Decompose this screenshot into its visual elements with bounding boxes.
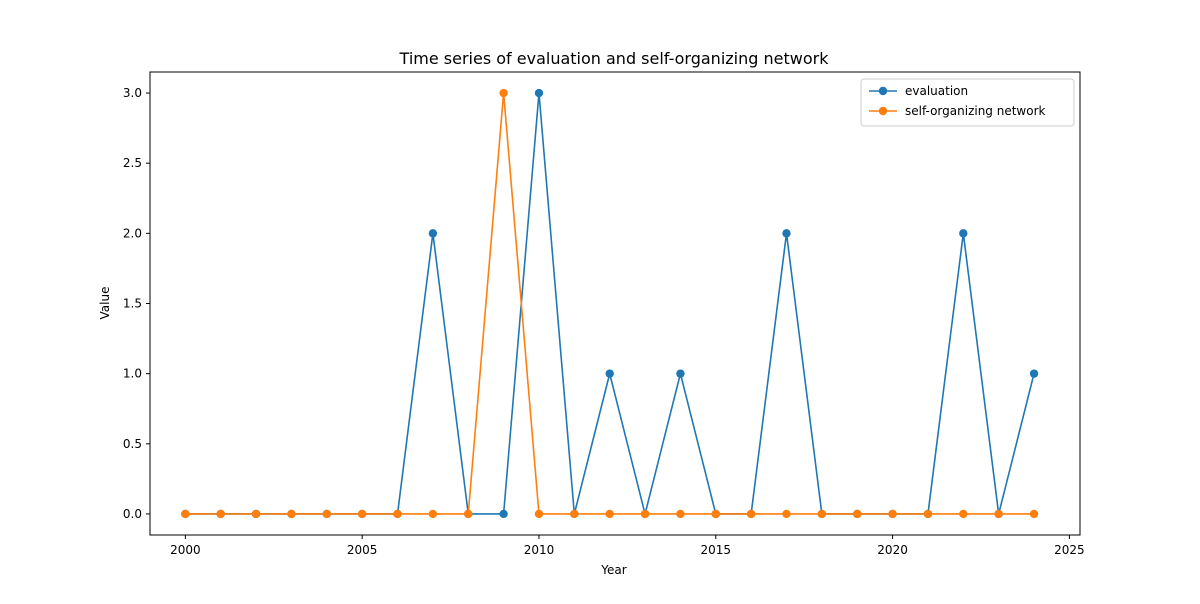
data-point [393, 509, 402, 519]
y-tick-label: 2.0 [123, 226, 142, 240]
data-point [994, 509, 1003, 519]
data-point [605, 369, 614, 378]
y-tick-label: 0.0 [123, 507, 142, 521]
data-point [711, 509, 720, 519]
data-point [676, 509, 685, 519]
data-point [357, 509, 367, 519]
data-point [251, 509, 261, 519]
y-tick-label: 0.5 [123, 437, 142, 451]
legend-label: self-organizing network [905, 104, 1046, 118]
data-point [923, 509, 933, 519]
data-point [322, 509, 332, 519]
legend: evaluation self-organizing network [860, 78, 1075, 127]
data-point [216, 509, 225, 519]
data-point [782, 509, 791, 519]
x-tick-label: 2000 [170, 543, 201, 557]
data-point [534, 509, 544, 519]
data-point [428, 229, 438, 238]
data-point [782, 229, 791, 238]
legend-box [860, 78, 1075, 127]
data-point [570, 509, 579, 519]
data-point [464, 509, 473, 519]
data-point [181, 509, 190, 519]
data-point [853, 509, 862, 519]
data-point [888, 509, 897, 519]
data-point [499, 88, 508, 98]
y-tick-label: 2.5 [123, 156, 142, 170]
x-tick-label: 2025 [1054, 543, 1085, 557]
data-point [534, 88, 544, 98]
x-axis-label: Year [600, 563, 626, 577]
data-point [959, 229, 968, 238]
y-axis-label: Value [98, 287, 112, 320]
x-tick-label: 2010 [524, 543, 555, 557]
y-tick-label: 3.0 [123, 86, 142, 100]
y-tick-label: 1.5 [123, 297, 142, 311]
data-point [676, 369, 685, 378]
legend-marker [878, 86, 888, 96]
series-line-evaluation [185, 92, 1035, 515]
series-line-self-organizing-network [185, 92, 1035, 515]
data-point [499, 509, 508, 519]
data-point [287, 509, 296, 519]
plot-area: 2000 2005 2010 2015 2020 2025 0.0 0.5 1.0 1.5 2.0 2… [123, 71, 1085, 557]
x-tick-label: 2005 [347, 543, 378, 557]
data-point [1029, 369, 1039, 378]
data-point [1029, 509, 1039, 519]
data-point [605, 509, 614, 519]
data-point [817, 509, 827, 519]
data-point [428, 509, 438, 519]
data-point [640, 509, 650, 519]
data-point [959, 509, 968, 519]
x-tick-label: 2015 [701, 543, 732, 557]
legend-label: evaluation [905, 84, 968, 98]
y-tick-label: 1.0 [123, 367, 142, 381]
data-point [746, 509, 756, 519]
legend-marker [878, 106, 888, 116]
chart-title: Time series of evaluation and self-organ… [399, 49, 830, 68]
x-tick-label: 2020 [877, 543, 908, 557]
axes-frame [149, 71, 1081, 536]
